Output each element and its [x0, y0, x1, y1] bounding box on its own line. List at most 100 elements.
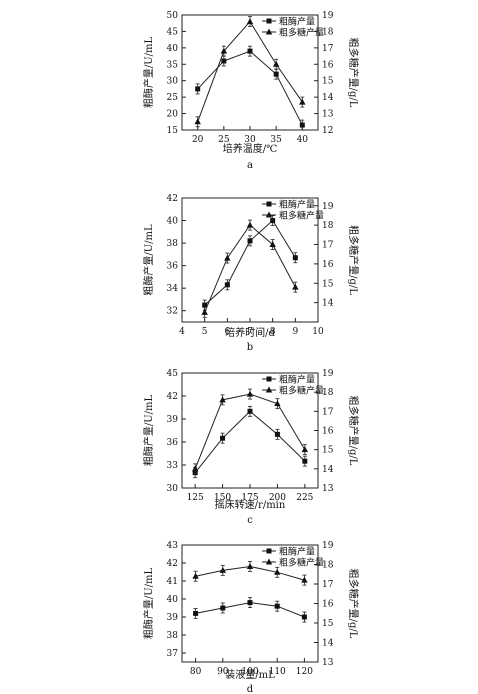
y-left-tick-label: 41 — [167, 577, 178, 587]
y-right-tick-label: 17 — [322, 407, 334, 417]
x-tick-label: 30 — [244, 135, 256, 145]
y-left-tick-label: 30 — [167, 77, 179, 87]
y-left-tick-label: 38 — [167, 239, 179, 249]
y-right-tick-label: 15 — [322, 619, 334, 629]
x-tick-label: 9 — [292, 327, 298, 337]
x-tick-label: 10 — [312, 327, 324, 337]
panel-label: d — [247, 684, 254, 694]
data-point-square — [202, 302, 208, 308]
data-point-square — [224, 282, 230, 288]
panel-b: 4 5 6 7 8 9 10 32 34 36 38 40 42 14 15 16 17 18 19 培养时间/d 粗酶… — [142, 194, 360, 353]
y-right-tick-label: 14 — [322, 299, 334, 309]
y-right-axis-title: 粗多糖产量/g/L — [347, 396, 360, 466]
legend-marker-triangle — [265, 28, 273, 35]
x-axis-title: 培养时间/d — [225, 326, 275, 339]
x-tick-label: 4 — [179, 327, 185, 337]
y-left-tick-label: 42 — [167, 559, 178, 569]
x-tick-label: 225 — [296, 493, 313, 503]
x-tick-label: 25 — [218, 135, 230, 145]
x-tick-label: 6 — [224, 327, 230, 337]
y-left-tick-label: 34 — [167, 284, 179, 294]
y-right-tick-label: 18 — [322, 221, 334, 231]
data-point-square — [220, 435, 226, 441]
y-right-tick-label: 14 — [322, 465, 334, 475]
x-tick-label: 175 — [241, 493, 258, 503]
y-right-tick-label: 17 — [322, 44, 334, 54]
data-point-triangle — [269, 241, 276, 247]
panel-d: 80 90 100 110 120 37 38 39 40 41 42 43 13 14 15 16 17 18 1… — [142, 541, 360, 694]
data-point-square — [301, 614, 307, 620]
data-point-square — [270, 218, 276, 224]
x-tick-label: 40 — [297, 135, 309, 145]
legend-marker-square — [266, 201, 272, 207]
legend-marker-square — [266, 376, 272, 382]
x-tick-label: 110 — [269, 667, 286, 677]
data-point-square — [247, 600, 253, 606]
data-point-square — [247, 48, 253, 54]
x-tick-label: 100 — [241, 667, 258, 677]
data-point-triangle — [246, 390, 254, 397]
y-left-tick-label: 42 — [167, 194, 178, 204]
y-right-tick-label: 19 — [322, 369, 334, 379]
legend-label: 粗多糖产量 — [279, 27, 324, 39]
y-right-tick-label: 16 — [322, 260, 334, 270]
y-left-axis-title: 粗酶产量/U/mL — [142, 224, 155, 296]
y-right-tick-label: 14 — [322, 639, 334, 649]
series-line-enzyme — [204, 219, 296, 306]
y-left-tick-label: 45 — [167, 369, 179, 379]
y-right-tick-label: 18 — [322, 27, 334, 37]
y-left-axis-title: 粗酶产量/U/mL — [142, 37, 155, 109]
y-left-tick-label: 37 — [167, 649, 179, 659]
data-point-triangle — [301, 576, 308, 583]
y-left-tick-label: 43 — [167, 541, 179, 551]
x-tick-label: 90 — [217, 667, 229, 677]
panel-label: a — [247, 160, 253, 171]
data-point-square — [274, 431, 280, 437]
data-point-square — [195, 86, 201, 92]
y-left-tick-label: 45 — [167, 27, 179, 37]
data-point-square — [302, 458, 308, 464]
legend-label: 粗多糖产量 — [279, 557, 324, 569]
y-right-tick-label: 16 — [322, 60, 334, 70]
x-tick-label: 150 — [214, 493, 231, 503]
y-right-tick-label: 18 — [322, 561, 334, 571]
data-point-triangle — [246, 221, 254, 228]
data-point-square — [299, 122, 305, 128]
panel-c: 125 150 175 200 225 30 33 36 39 42 45 13 14 15 16 17 18 1… — [142, 369, 360, 526]
y-right-tick-label: 12 — [322, 126, 333, 136]
y-left-tick-label: 32 — [167, 307, 178, 317]
y-right-tick-label: 13 — [322, 110, 334, 120]
y-left-tick-label: 36 — [167, 262, 179, 272]
data-point-square — [220, 605, 226, 611]
data-point-square — [247, 408, 253, 414]
y-right-tick-label: 18 — [322, 388, 334, 398]
data-point-triangle — [272, 60, 280, 67]
data-point-triangle — [192, 572, 199, 579]
x-tick-label: 20 — [192, 135, 204, 145]
series-line-enzyme — [197, 50, 303, 126]
y-right-tick-label: 17 — [322, 241, 334, 251]
legend-marker-square — [266, 18, 272, 24]
y-right-tick-label: 14 — [322, 93, 334, 103]
y-right-tick-label: 17 — [322, 580, 334, 590]
legend-marker-triangle — [265, 558, 273, 565]
data-point-square — [221, 58, 227, 64]
y-left-tick-label: 33 — [167, 461, 179, 471]
y-right-tick-label: 16 — [322, 427, 334, 437]
y-left-tick-label: 40 — [167, 595, 179, 605]
legend-label: 粗多糖产量 — [279, 210, 324, 222]
x-tick-label: 7 — [247, 327, 253, 337]
y-left-tick-label: 20 — [167, 110, 179, 120]
y-right-tick-label: 13 — [322, 658, 334, 668]
y-right-tick-label: 15 — [322, 446, 334, 456]
data-point-square — [247, 238, 253, 244]
y-right-tick-label: 19 — [322, 541, 334, 551]
x-tick-label: 125 — [187, 493, 204, 503]
data-point-triangle — [219, 566, 226, 573]
y-left-tick-label: 25 — [167, 93, 179, 103]
data-point-triangle — [224, 254, 231, 261]
data-point-square — [292, 255, 298, 261]
y-right-tick-label: 15 — [322, 279, 334, 289]
y-left-tick-label: 39 — [167, 613, 179, 623]
x-axis-title: 摇床转速/r/min — [215, 498, 286, 511]
